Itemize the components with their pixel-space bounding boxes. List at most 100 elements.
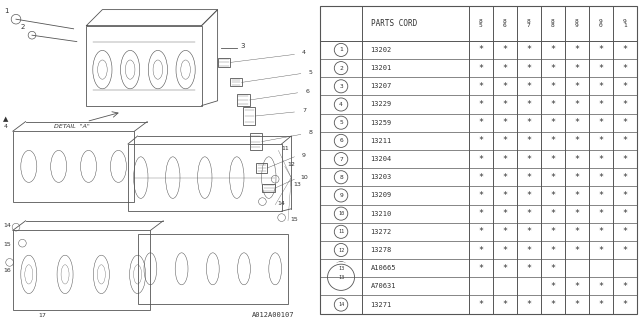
Text: 8
6: 8 6 — [503, 19, 507, 28]
Text: 8
5: 8 5 — [479, 19, 483, 28]
Bar — [138, 234, 288, 304]
Text: *: * — [598, 136, 604, 145]
Text: *: * — [598, 209, 604, 218]
Text: 2: 2 — [339, 66, 343, 71]
Text: *: * — [622, 282, 627, 291]
Text: 13202: 13202 — [371, 47, 392, 53]
Text: 13204: 13204 — [371, 156, 392, 162]
Text: *: * — [622, 82, 627, 91]
Text: *: * — [478, 191, 483, 200]
Bar — [256, 163, 268, 173]
Text: 10: 10 — [338, 211, 344, 216]
Text: 11: 11 — [338, 229, 344, 234]
Text: 16: 16 — [3, 268, 11, 273]
Text: *: * — [598, 155, 604, 164]
Text: 13278: 13278 — [371, 247, 392, 253]
Text: *: * — [550, 64, 556, 73]
Text: *: * — [622, 300, 627, 309]
Text: *: * — [550, 209, 556, 218]
Text: *: * — [526, 100, 531, 109]
Text: *: * — [550, 100, 556, 109]
Text: *: * — [598, 64, 604, 73]
Text: 2: 2 — [20, 24, 24, 30]
Text: 11: 11 — [281, 146, 289, 151]
Text: 8
9: 8 9 — [575, 19, 579, 28]
Text: *: * — [478, 227, 483, 236]
Bar — [13, 230, 150, 310]
Text: 14: 14 — [3, 223, 11, 228]
Text: 8: 8 — [339, 175, 343, 180]
Text: *: * — [574, 64, 579, 73]
Text: 7: 7 — [339, 156, 343, 162]
Text: *: * — [598, 245, 604, 254]
Text: 5: 5 — [308, 69, 312, 75]
Text: 15: 15 — [291, 217, 298, 222]
Text: *: * — [550, 227, 556, 236]
Text: *: * — [622, 118, 627, 127]
Text: 10: 10 — [300, 175, 308, 180]
Text: *: * — [622, 245, 627, 254]
Text: 9
1: 9 1 — [623, 19, 627, 28]
Text: 13207: 13207 — [371, 83, 392, 89]
Text: *: * — [622, 136, 627, 145]
Text: *: * — [550, 173, 556, 182]
Text: 13209: 13209 — [371, 192, 392, 198]
Circle shape — [326, 263, 356, 292]
Text: 7: 7 — [302, 108, 306, 113]
Text: 8
7: 8 7 — [527, 19, 531, 28]
Text: *: * — [478, 264, 483, 273]
Text: *: * — [550, 118, 556, 127]
Text: *: * — [502, 82, 508, 91]
Text: *: * — [574, 173, 579, 182]
Text: *: * — [574, 136, 579, 145]
Text: *: * — [550, 82, 556, 91]
Text: 4: 4 — [302, 51, 306, 55]
Bar — [243, 107, 255, 125]
Text: 8
8: 8 8 — [551, 19, 555, 28]
Text: 4: 4 — [339, 102, 343, 107]
Text: 9
0: 9 0 — [599, 19, 603, 28]
Text: 13: 13 — [338, 266, 344, 271]
Text: *: * — [574, 209, 579, 218]
Bar — [128, 144, 282, 211]
Text: 5: 5 — [339, 120, 343, 125]
Text: *: * — [550, 300, 556, 309]
Text: *: * — [502, 173, 508, 182]
Text: *: * — [502, 264, 508, 273]
Text: 12: 12 — [338, 247, 344, 252]
Text: *: * — [574, 191, 579, 200]
Text: *: * — [550, 136, 556, 145]
Text: *: * — [526, 64, 531, 73]
Text: *: * — [478, 118, 483, 127]
Text: *: * — [502, 227, 508, 236]
Text: *: * — [598, 282, 604, 291]
Bar — [230, 78, 242, 86]
Text: *: * — [478, 64, 483, 73]
Text: *: * — [526, 155, 531, 164]
Text: *: * — [574, 300, 579, 309]
Bar — [86, 26, 202, 106]
Text: 13: 13 — [338, 275, 344, 280]
Text: *: * — [526, 136, 531, 145]
Text: ▲: ▲ — [3, 116, 8, 123]
Text: *: * — [478, 173, 483, 182]
Text: 6: 6 — [305, 89, 309, 94]
Text: 13259: 13259 — [371, 120, 392, 126]
Text: *: * — [478, 300, 483, 309]
Text: *: * — [622, 155, 627, 164]
Text: 14: 14 — [278, 201, 285, 206]
Text: *: * — [598, 300, 604, 309]
Text: *: * — [622, 209, 627, 218]
Bar — [250, 133, 262, 150]
Text: 13211: 13211 — [371, 138, 392, 144]
Text: A012A00107: A012A00107 — [252, 312, 294, 318]
Text: *: * — [526, 300, 531, 309]
Text: *: * — [526, 82, 531, 91]
Text: 3: 3 — [240, 43, 244, 49]
Text: *: * — [502, 191, 508, 200]
Text: 12: 12 — [287, 163, 295, 167]
Bar — [13, 131, 134, 202]
Text: *: * — [502, 45, 508, 54]
Text: 9: 9 — [339, 193, 343, 198]
Text: *: * — [622, 45, 627, 54]
